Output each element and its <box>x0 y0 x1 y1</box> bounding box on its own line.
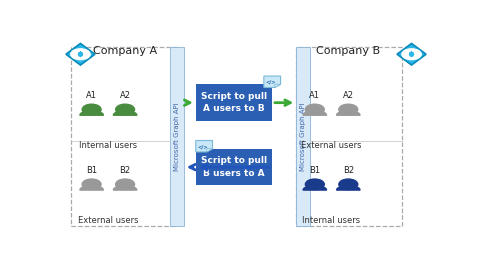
Circle shape <box>116 104 134 115</box>
Circle shape <box>305 179 324 190</box>
Bar <box>296 47 311 226</box>
Text: Script to pull
A users to B: Script to pull A users to B <box>201 92 267 113</box>
Circle shape <box>339 104 358 115</box>
Text: B1: B1 <box>86 166 97 175</box>
Circle shape <box>305 104 324 115</box>
Polygon shape <box>336 111 360 115</box>
Text: A1: A1 <box>309 91 320 100</box>
Text: Company A: Company A <box>93 46 157 56</box>
Text: Internal users: Internal users <box>302 216 360 225</box>
Polygon shape <box>397 43 426 65</box>
Text: Microsoft Graph API: Microsoft Graph API <box>174 102 180 171</box>
Polygon shape <box>303 185 326 190</box>
Text: B2: B2 <box>343 166 354 175</box>
Text: A2: A2 <box>343 91 354 100</box>
Bar <box>170 47 184 226</box>
Polygon shape <box>80 111 103 115</box>
Text: Company B: Company B <box>316 46 380 56</box>
Circle shape <box>339 179 358 190</box>
Text: B2: B2 <box>120 166 131 175</box>
Circle shape <box>71 49 90 60</box>
Text: A2: A2 <box>120 91 131 100</box>
Polygon shape <box>264 76 281 87</box>
Text: </>: </> <box>265 80 276 85</box>
Bar <box>71 47 177 226</box>
Polygon shape <box>196 140 213 152</box>
Polygon shape <box>80 185 103 190</box>
Polygon shape <box>113 111 137 115</box>
Polygon shape <box>113 185 137 190</box>
Bar <box>196 149 272 185</box>
Polygon shape <box>275 84 281 87</box>
Circle shape <box>116 179 134 190</box>
Text: B1: B1 <box>309 166 320 175</box>
Polygon shape <box>336 185 360 190</box>
Text: External users: External users <box>78 216 139 225</box>
Text: Script to pull
B users to A: Script to pull B users to A <box>201 156 267 178</box>
Text: </>: </> <box>197 144 208 149</box>
Bar <box>196 84 272 121</box>
Text: Microsoft Graph API: Microsoft Graph API <box>300 102 306 171</box>
Polygon shape <box>66 43 95 65</box>
Bar <box>296 47 402 226</box>
Polygon shape <box>207 149 213 152</box>
Circle shape <box>82 179 101 190</box>
Text: External users: External users <box>301 141 362 150</box>
Circle shape <box>82 104 101 115</box>
Text: A1: A1 <box>86 91 97 100</box>
Text: Internal users: Internal users <box>79 141 137 150</box>
Circle shape <box>402 49 421 60</box>
Polygon shape <box>303 111 326 115</box>
